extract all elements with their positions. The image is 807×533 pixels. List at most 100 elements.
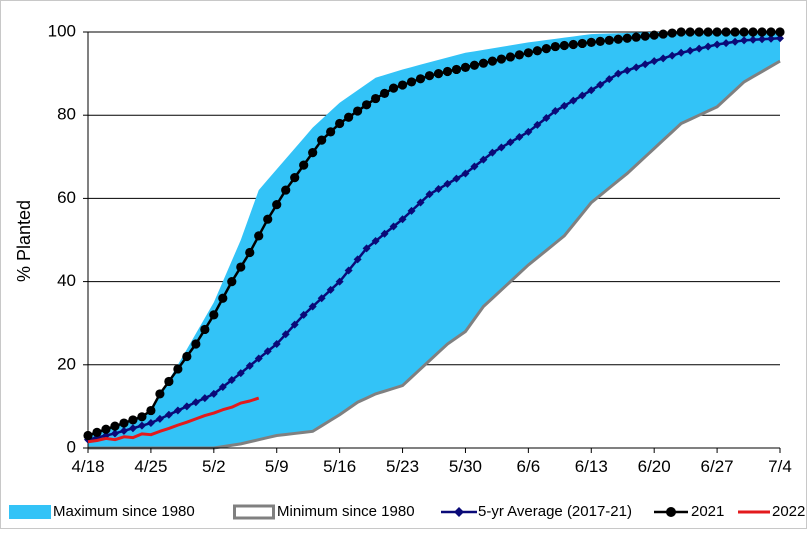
five-year-average-point (470, 162, 479, 171)
legend-label: Minimum since 1980 (277, 503, 415, 520)
five-year-average-point (191, 398, 200, 407)
five-year-average-point (425, 190, 434, 199)
series-2021-point (281, 185, 291, 195)
five-year-average-point (200, 394, 209, 403)
five-year-average-point (452, 174, 461, 183)
series-2021-point (586, 37, 596, 48)
five-year-average-point (497, 143, 506, 152)
series-2021-point (433, 69, 444, 79)
legend-item: 2022 (738, 503, 805, 520)
five-year-average-point (740, 36, 749, 45)
series-2021-point (775, 27, 785, 37)
series-2021-point (101, 424, 111, 434)
series-2021-point (353, 106, 363, 116)
five-year-average-point (416, 198, 425, 207)
five-year-average-point (758, 35, 767, 44)
five-year-average-point (173, 406, 182, 415)
series-2021-point (649, 30, 659, 40)
five-year-average-point (371, 237, 380, 246)
five-year-average-point (650, 57, 659, 66)
series-2021-point (155, 389, 165, 399)
tick-labels: 0 20 40 60 80 100 4/18 4/25 5/2 5/9 5/16 5/23 5/30 6/… (48, 21, 792, 476)
series-2021-point (469, 60, 480, 70)
five-year-average-point (524, 127, 533, 136)
axes (83, 31, 781, 453)
five-year-average-point (704, 42, 713, 51)
legend-label: 2021 (691, 503, 724, 520)
series-2021-point (83, 430, 93, 441)
series-2021-point (164, 376, 174, 387)
five-year-average-point (272, 340, 281, 348)
series-2021-point (424, 71, 435, 81)
five-year-average-point (281, 330, 290, 339)
x-tick-label: 6/27 (701, 457, 734, 476)
five-year-average-point (677, 48, 686, 57)
series-2021-point (92, 427, 102, 437)
five-year-average-point (776, 34, 784, 43)
maximum-since-1980-area (88, 32, 780, 448)
five-year-average-point (137, 421, 146, 430)
five-year-average-point (344, 266, 353, 275)
series-2021-point (685, 27, 695, 37)
five-year-average-point (164, 410, 173, 419)
series-2021-point (523, 48, 533, 58)
series-2021-point (245, 247, 255, 258)
x-tick-label: 5/23 (386, 457, 419, 476)
five-year-average-point (767, 34, 776, 43)
five-year-average-point (641, 60, 650, 69)
five-year-average-point (155, 414, 164, 423)
five-year-average-point (488, 148, 497, 157)
five-year-average-point (317, 294, 326, 303)
series-2021-point (757, 27, 767, 37)
y-tick-label: 40 (57, 271, 76, 290)
series-2021-point (721, 27, 731, 37)
five-year-average-point (479, 155, 488, 164)
y-tick-label: 100 (48, 21, 76, 40)
series-2021-point (361, 100, 372, 110)
series-2021-point (640, 31, 650, 41)
series-2021-point (415, 74, 426, 84)
five-year-average-point (668, 51, 677, 60)
y-axis-label: % Planted (14, 200, 34, 282)
five-year-average-point (713, 40, 722, 49)
series-2021-point (236, 262, 246, 272)
x-tick-label: 5/2 (202, 457, 226, 476)
series-2021-point (335, 118, 345, 129)
series-2021-point (577, 38, 587, 49)
x-tick-label: 5/9 (265, 457, 289, 476)
series-2021-point (694, 27, 704, 37)
five-year-average-point (128, 424, 137, 433)
five-year-average-point (182, 402, 191, 411)
five-year-average-point (551, 107, 560, 116)
series-2022-line (87, 396, 260, 444)
five-year-average-point (443, 179, 452, 188)
y-tick-label: 60 (57, 188, 76, 207)
five-year-average-point (353, 255, 362, 264)
series-2021-point (514, 50, 524, 60)
legend-item: 2021 (654, 503, 724, 520)
series-2021-point (487, 56, 498, 66)
series-2021-point (370, 93, 381, 104)
series-2021-point (308, 148, 318, 158)
series-2021-point (658, 29, 668, 39)
series-2021-point (299, 160, 309, 170)
five-year-average-point (434, 185, 443, 194)
x-tick-label: 6/6 (517, 457, 541, 476)
series-2021-point (191, 339, 201, 349)
series-2021-point (388, 83, 399, 93)
five-year-average-point (407, 206, 416, 215)
five-year-average-point (263, 347, 272, 356)
series-2021-point (622, 33, 632, 43)
series-2021-point (272, 200, 282, 210)
series-2021-point (200, 324, 210, 335)
legend: Maximum since 1980 Minimum since 1980 5-yr… (9, 503, 805, 520)
series-2021-point (541, 44, 551, 54)
series-2021-point (613, 34, 623, 44)
legend-label: Maximum since 1980 (53, 503, 195, 520)
series-2021-point (712, 27, 722, 37)
series-2021-point (559, 40, 569, 51)
five-year-average-point (731, 37, 740, 46)
five-year-average-point (398, 215, 407, 224)
legend-swatch-average-marker (454, 507, 464, 517)
five-year-average-point (605, 75, 614, 84)
